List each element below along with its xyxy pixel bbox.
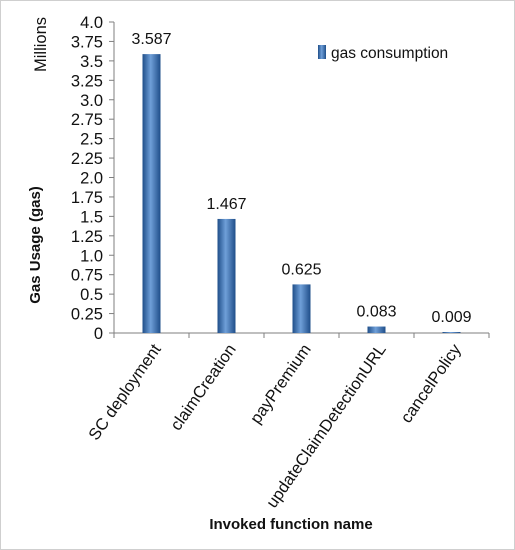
y-tick-label: 4.0 [80,14,103,32]
data-labels: 3.587 1.467 0.625 0.083 0.009 [131,31,471,326]
data-label: 3.587 [131,31,171,48]
legend-swatch [318,45,326,59]
y-units-label: Millions [32,17,50,72]
category-label: payPremium [247,341,315,427]
x-ticks [113,333,490,338]
y-tick-label: 0.25 [71,306,103,324]
data-label: 0.083 [356,304,396,321]
bar [442,332,461,333]
y-tick-label: 0 [94,325,103,343]
y-tick-label: 2.0 [80,170,103,188]
category-label: cancelPolicy [397,340,465,426]
y-tick-label: 3.75 [71,33,103,51]
bar [292,284,311,333]
y-tick-label: 1.25 [71,228,103,246]
legend: gas consumption [318,45,448,62]
y-ticks: 00.25 0.50.75 1.01.25 1.51.752.0 2.252.5 2.75… [71,14,114,343]
legend-label: gas consumption [331,45,448,62]
y-tick-label: 3.5 [80,53,103,71]
y-tick-label: 0.5 [80,286,103,304]
x-axis-title: Invoked function name [209,516,372,533]
y-tick-label: 2.5 [80,131,103,149]
bar [217,218,236,333]
y-tick-label: 2.75 [71,111,103,129]
y-tick-label: 3.25 [71,72,103,90]
y-tick-label: 3.0 [80,92,103,110]
data-label: 0.625 [281,261,321,278]
y-tick-label: 2.25 [71,150,103,168]
y-axis: 00.25 0.50.75 1.01.25 1.51.752.0 2.252.5 2.75… [71,14,115,343]
category-label: claimCreation [167,341,240,434]
x-axis [113,332,490,338]
category-labels: SC deployment claimCreation payPremiumupda… [85,340,465,511]
y-tick-label: 1.0 [80,247,103,265]
y-tick-label: 1.5 [80,208,103,226]
y-axis-title: Gas Usage (gas) [27,186,44,304]
bar [142,54,161,333]
data-label: 0.009 [431,309,471,326]
data-label: 1.467 [206,196,246,213]
bars [142,54,461,333]
y-tick-label: 1.75 [71,189,103,207]
category-label: SC deployment [85,341,165,444]
bar [367,326,386,333]
y-tick-label: 0.75 [71,267,103,285]
